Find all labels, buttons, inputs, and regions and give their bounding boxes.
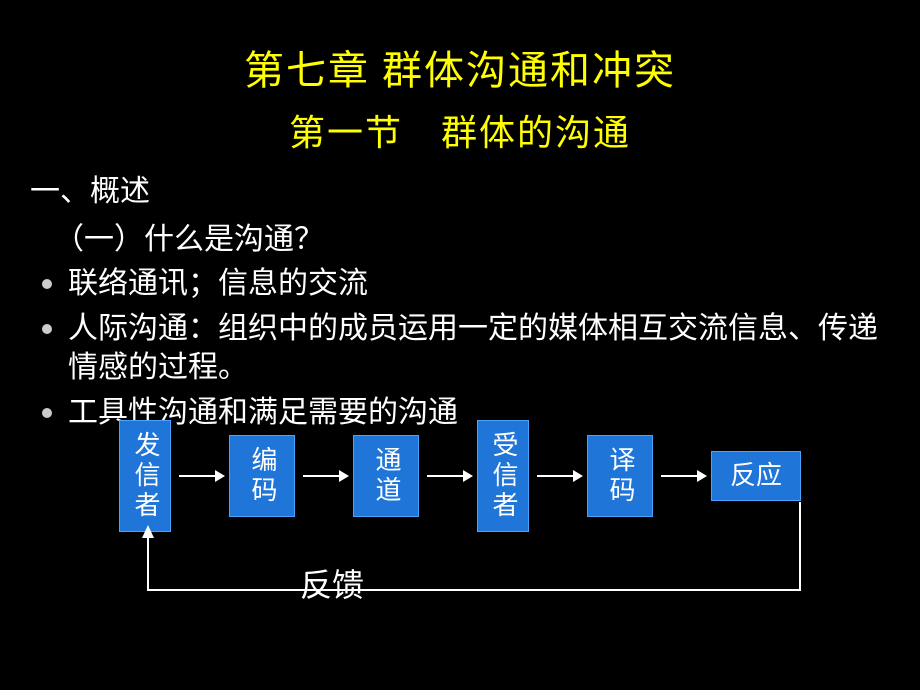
bullet-text: 联络通讯；信息的交流: [68, 264, 368, 303]
feedback-path: [120, 420, 820, 630]
bullet-icon: [42, 279, 52, 289]
bullet-icon: [42, 324, 52, 334]
content-block: 一、概述 （一）什么是沟通？ 联络通讯；信息的交流 人际沟通：组织中的成员运用一…: [0, 166, 920, 432]
feedback-label: 反馈: [300, 560, 364, 606]
chapter-title: 第七章 群体沟通和冲突: [0, 0, 920, 96]
list-item: 联络通讯；信息的交流: [30, 264, 880, 303]
flowchart: 发信者 编码 通道 受信者 译码 反应 反馈: [0, 420, 920, 532]
heading-1: 一、概述: [30, 166, 880, 210]
list-item: 人际沟通：组织中的成员运用一定的媒体相互交流信息、传递情感的过程。: [30, 309, 880, 387]
bullet-icon: [42, 408, 52, 418]
section-title: 第一节 群体的沟通: [0, 96, 920, 156]
heading-2: （一）什么是沟通？: [30, 214, 880, 258]
bullet-text: 人际沟通：组织中的成员运用一定的媒体相互交流信息、传递情感的过程。: [68, 309, 880, 387]
